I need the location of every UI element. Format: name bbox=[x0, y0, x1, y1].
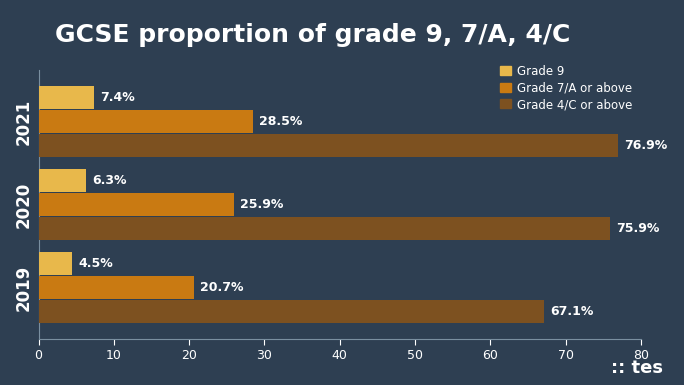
Text: 76.9%: 76.9% bbox=[624, 139, 667, 152]
Text: 25.9%: 25.9% bbox=[239, 198, 283, 211]
Bar bbox=[38, 300, 544, 323]
Bar bbox=[38, 110, 253, 133]
Text: 67.1%: 67.1% bbox=[550, 305, 593, 318]
Text: 75.9%: 75.9% bbox=[616, 222, 659, 235]
Bar bbox=[38, 217, 610, 240]
Legend: Grade 9, Grade 7/A or above, Grade 4/C or above: Grade 9, Grade 7/A or above, Grade 4/C o… bbox=[497, 63, 635, 114]
Bar bbox=[38, 252, 73, 275]
Text: 28.5%: 28.5% bbox=[259, 115, 302, 128]
Bar bbox=[38, 169, 86, 192]
Bar bbox=[38, 86, 94, 109]
Text: 4.5%: 4.5% bbox=[79, 257, 114, 270]
Bar bbox=[38, 276, 194, 299]
Text: 20.7%: 20.7% bbox=[200, 281, 244, 294]
Bar bbox=[38, 134, 618, 157]
Text: 6.3%: 6.3% bbox=[92, 174, 127, 187]
Text: :: tes: :: tes bbox=[611, 359, 663, 377]
Text: 7.4%: 7.4% bbox=[101, 91, 135, 104]
Bar bbox=[38, 193, 234, 216]
Text: GCSE proportion of grade 9, 7/A, 4/C: GCSE proportion of grade 9, 7/A, 4/C bbox=[55, 23, 570, 47]
